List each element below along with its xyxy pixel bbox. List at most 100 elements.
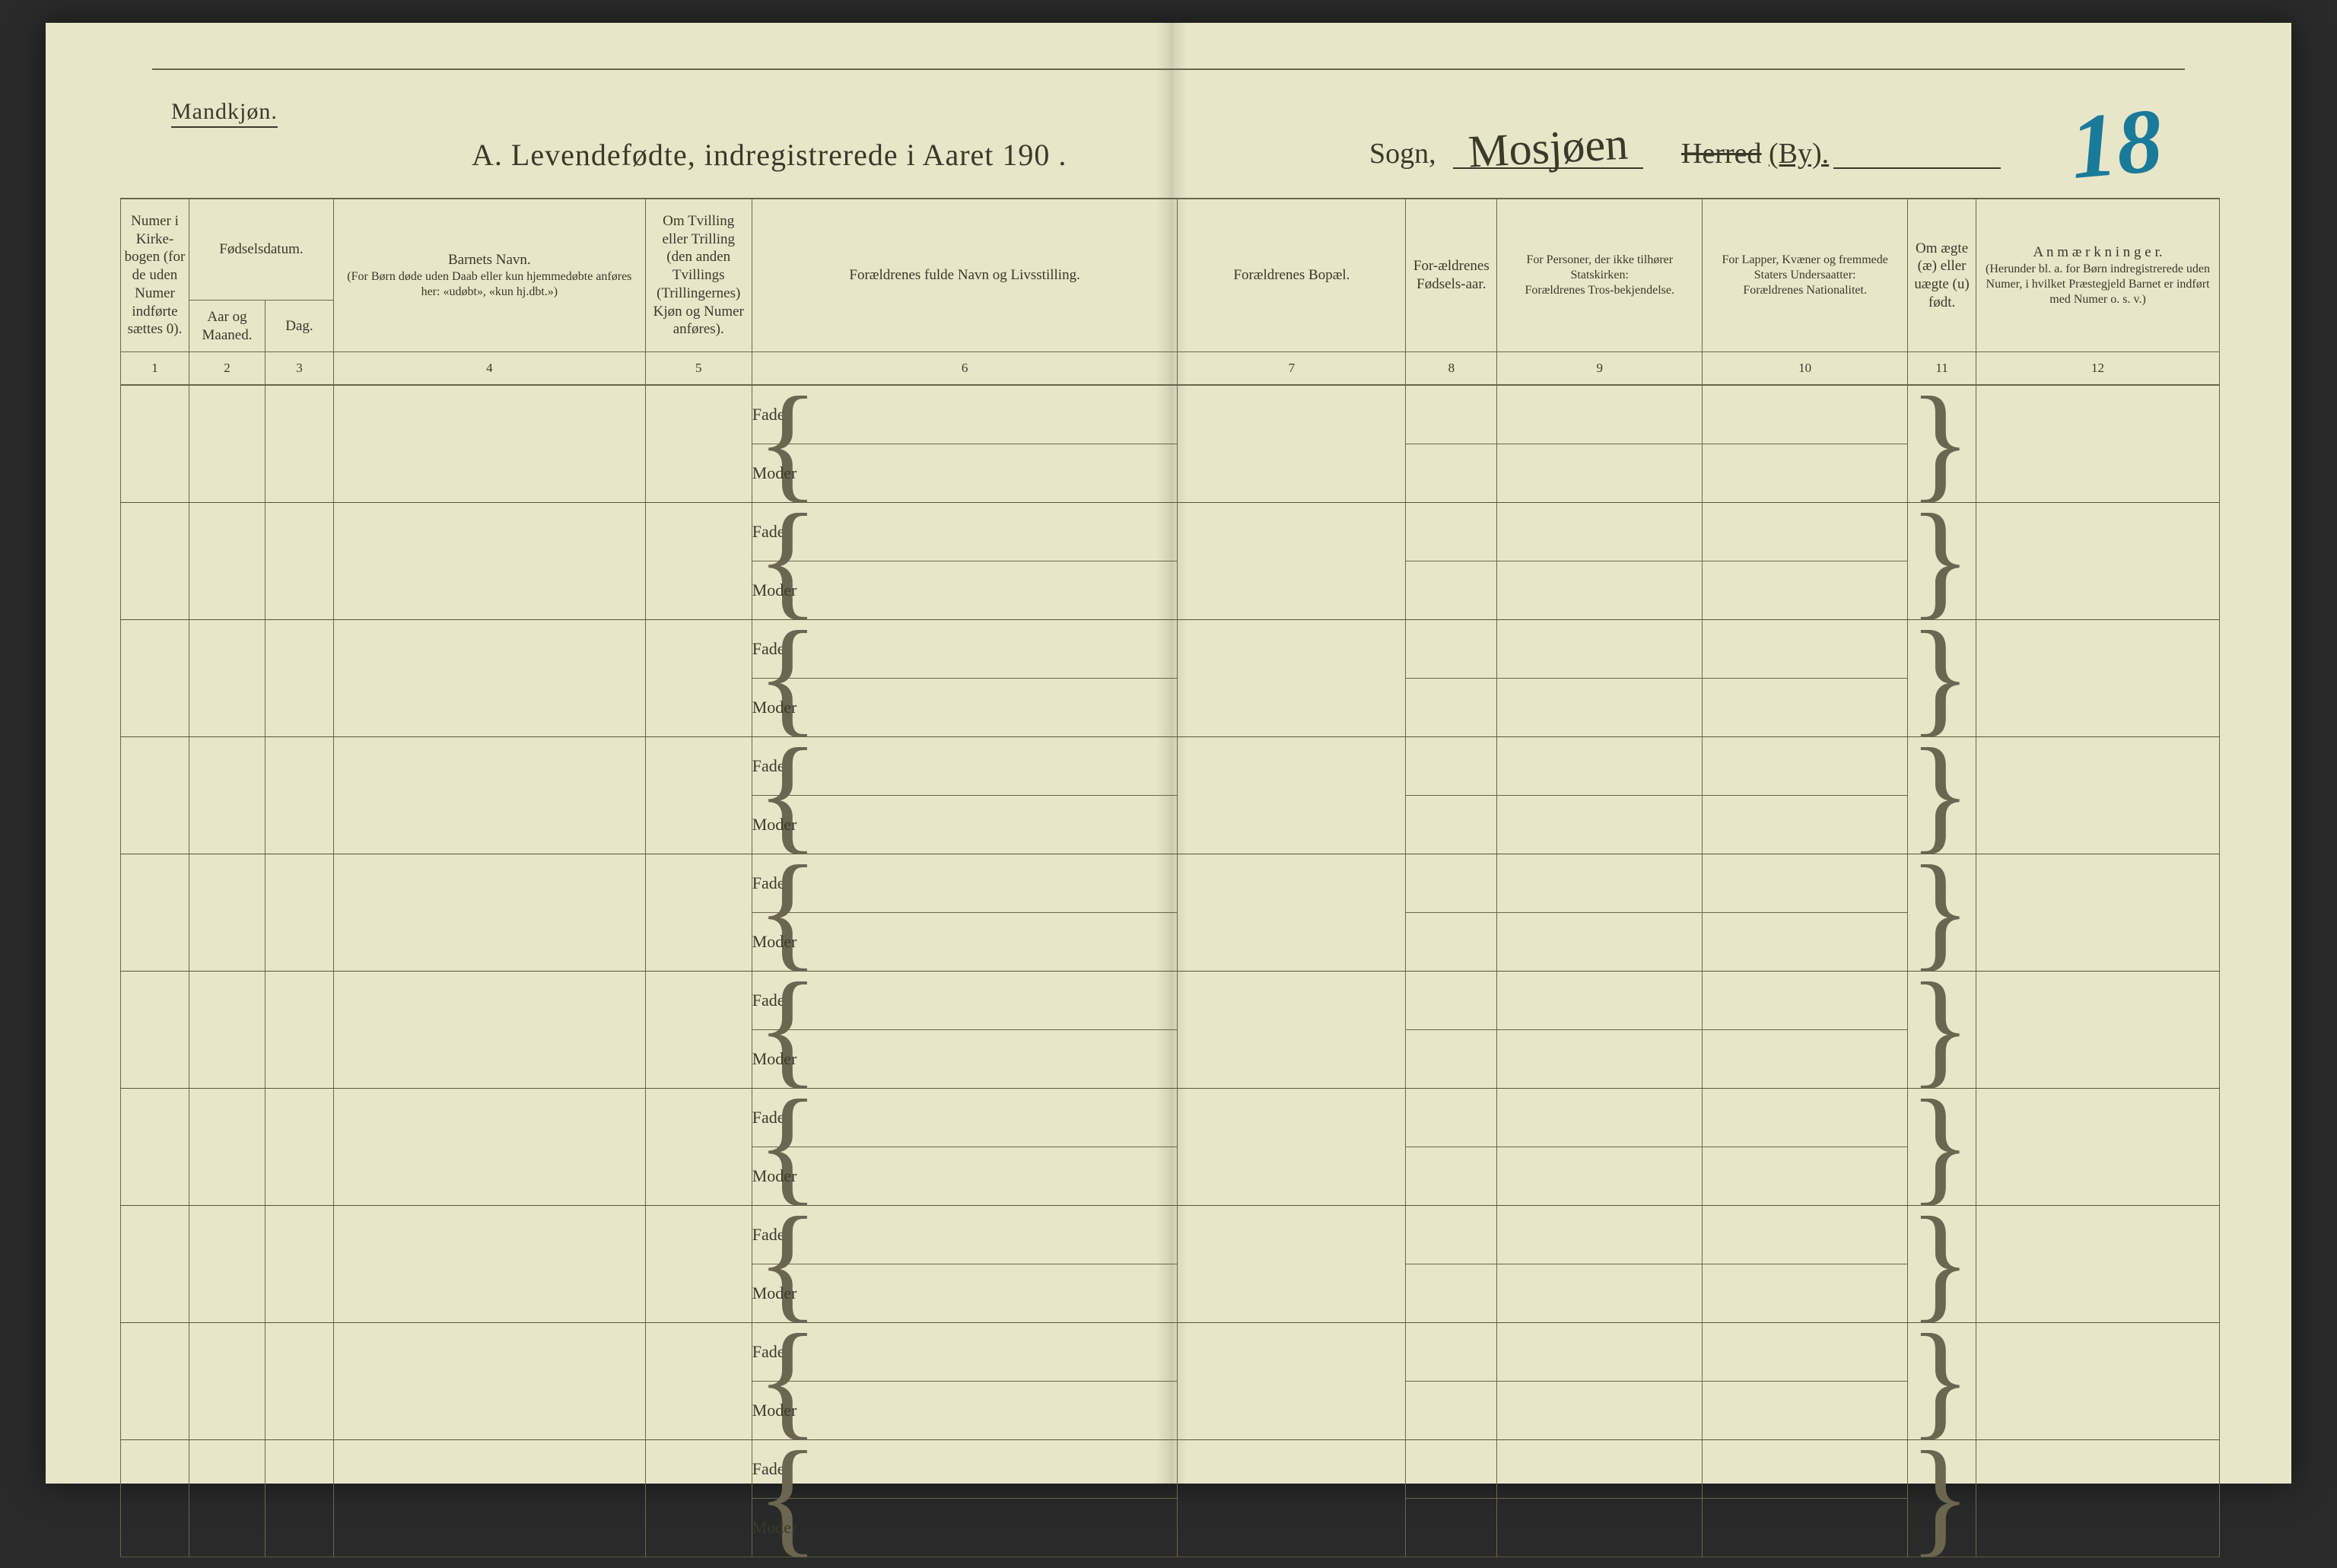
cell-c2 (189, 854, 265, 913)
cell-c5 (645, 561, 752, 620)
cell-c7 (1178, 913, 1406, 972)
cell-c1 (121, 679, 189, 737)
colnum-3: 3 (265, 352, 333, 386)
moder-label: Moder (752, 698, 797, 717)
col-header-10: For Lapper, Kvæner og fremmede Staters U… (1703, 199, 1908, 352)
cell-c6-moder: Moder (752, 1499, 1178, 1557)
colnum-2: 2 (189, 352, 265, 386)
cell-c1 (121, 1206, 189, 1264)
cell-c7 (1178, 737, 1406, 796)
cell-c2 (189, 444, 265, 503)
colnum-4: 4 (333, 352, 645, 386)
cell-c6-fader: {Fader (752, 1440, 1178, 1499)
cell-c5 (645, 620, 752, 679)
cell-c9-fader (1497, 972, 1703, 1030)
cell-c1 (121, 620, 189, 679)
cell-c4 (333, 796, 645, 854)
col-12-sub: (Herunder bl. a. for Børn indregistrered… (1979, 262, 2216, 307)
cell-c4 (333, 913, 645, 972)
cell-c11: } (1908, 620, 1976, 679)
col-header-9: For Personer, der ikke tilhører Statskir… (1497, 199, 1703, 352)
moder-label: Moder (752, 1401, 797, 1420)
cell-c5 (645, 1440, 752, 1499)
cell-c9-moder (1497, 679, 1703, 737)
record-row-fader: {Fader} (121, 1440, 2220, 1499)
cell-c8-moder (1406, 679, 1497, 737)
cell-c2 (189, 1264, 265, 1323)
cell-c7 (1178, 679, 1406, 737)
col-9-sub: Forældrenes Tros-bekjendelse. (1500, 283, 1699, 298)
col-9-top: For Personer, der ikke tilhører Statskir… (1500, 253, 1699, 283)
col-header-11: Om ægte (æ) eller uægte (u) født. (1908, 199, 1976, 352)
cell-c5 (645, 1147, 752, 1206)
cell-c8-moder (1406, 796, 1497, 854)
cell-c4 (333, 1089, 645, 1147)
cell-c4 (333, 385, 645, 444)
cell-c1 (121, 913, 189, 972)
cell-c2 (189, 1089, 265, 1147)
cell-c4 (333, 1382, 645, 1440)
cell-c1 (121, 737, 189, 796)
cell-c11: } (1908, 503, 1976, 561)
moder-label: Moder (752, 1518, 797, 1537)
record-row-moder: Moder (121, 913, 2220, 972)
cell-c10-moder (1703, 796, 1908, 854)
record-row-moder: Moder (121, 1147, 2220, 1206)
cell-c2 (189, 737, 265, 796)
cell-c8-moder (1406, 444, 1497, 503)
cell-c4 (333, 1499, 645, 1557)
cell-c6-fader: {Fader (752, 620, 1178, 679)
cell-c3 (265, 1089, 333, 1147)
cell-c4 (333, 561, 645, 620)
cell-c5 (645, 385, 752, 444)
cell-c7 (1178, 1147, 1406, 1206)
cell-c1 (121, 503, 189, 561)
cell-c3 (265, 1147, 333, 1206)
cell-c10-fader (1703, 1206, 1908, 1264)
col-header-6: Forældrenes fulde Navn og Livsstilling. (752, 199, 1178, 352)
cell-c12 (1976, 561, 2220, 620)
colnum-9: 9 (1497, 352, 1703, 386)
cell-c4 (333, 1323, 645, 1382)
cell-c8-fader (1406, 854, 1497, 913)
cell-c3 (265, 1499, 333, 1557)
cell-c9-fader (1497, 620, 1703, 679)
cell-c4 (333, 444, 645, 503)
cell-c12 (1976, 854, 2220, 913)
cell-c12 (1976, 1499, 2220, 1557)
colnum-10: 10 (1703, 352, 1908, 386)
cell-c5 (645, 737, 752, 796)
cell-c7 (1178, 1089, 1406, 1147)
cell-c8-fader (1406, 503, 1497, 561)
cell-c1 (121, 1264, 189, 1323)
cell-c5 (645, 1499, 752, 1557)
cell-c5 (645, 854, 752, 913)
cell-c3 (265, 503, 333, 561)
cell-c10-moder (1703, 1147, 1908, 1206)
cell-c8-moder (1406, 1147, 1497, 1206)
record-row-moder: Moder (121, 679, 2220, 737)
cell-c6-fader: {Fader (752, 854, 1178, 913)
moder-label: Moder (752, 815, 797, 834)
cell-c1 (121, 444, 189, 503)
cell-c3 (265, 1323, 333, 1382)
top-rule (152, 68, 2185, 70)
col-12-top: A n m æ r k n i n g e r. (1979, 243, 2216, 262)
colnum-1: 1 (121, 352, 189, 386)
cell-c5 (645, 913, 752, 972)
cell-c3 (265, 679, 333, 737)
cell-c12 (1976, 1440, 2220, 1499)
moder-label: Moder (752, 1283, 797, 1302)
record-row-fader: {Fader} (121, 854, 2220, 913)
cell-c11: } (1908, 385, 1976, 444)
record-row-fader: {Fader} (121, 972, 2220, 1030)
cell-c12 (1976, 796, 2220, 854)
sogn-label: Sogn, (1369, 137, 1436, 170)
cell-c11: } (1908, 1440, 1976, 1499)
cell-c11: } (1908, 1323, 1976, 1382)
cell-c2 (189, 1030, 265, 1089)
cell-c4 (333, 1147, 645, 1206)
cell-c3 (265, 1206, 333, 1264)
cell-c10-fader (1703, 503, 1908, 561)
cell-c9-moder (1497, 1264, 1703, 1323)
